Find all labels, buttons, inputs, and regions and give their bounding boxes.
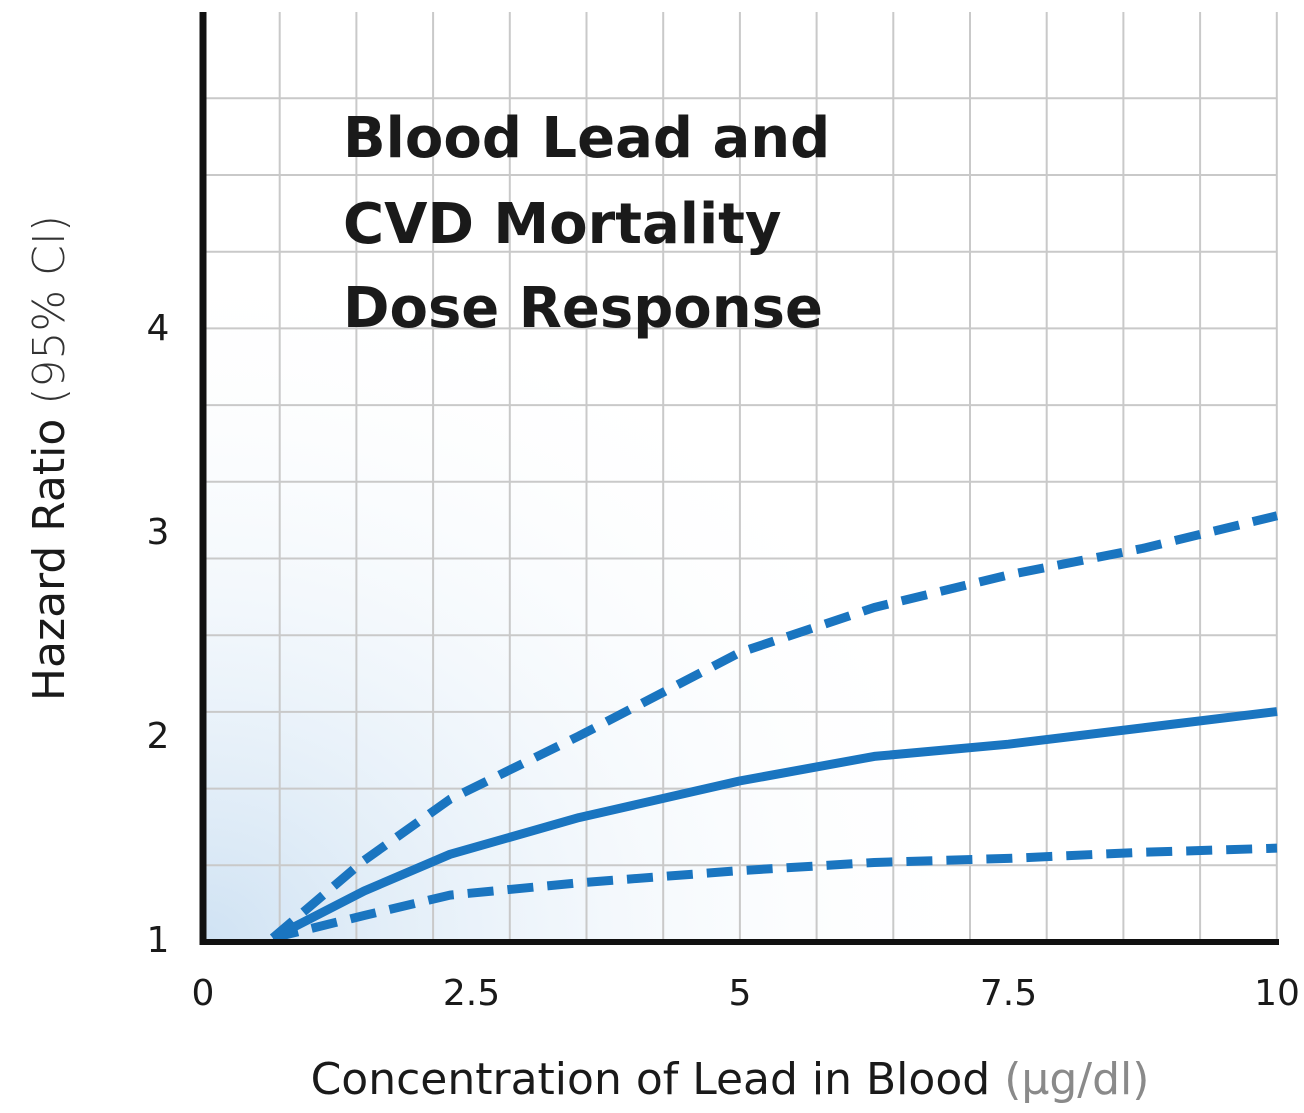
y-tick-label: 3	[147, 512, 170, 553]
y-axis-label: Hazard Ratio (95% CI)	[24, 215, 75, 701]
y-axis-unit: (95% CI)	[24, 215, 75, 405]
ci-line	[269, 511, 1279, 942]
estimate-line	[270, 707, 1278, 942]
y-tick-label: 2	[147, 716, 170, 757]
x-axis-label: Concentration of Lead in Blood (µg/dl)	[311, 1054, 1150, 1105]
x-tick-label: 7.5	[980, 973, 1037, 1014]
y-axis-title: Hazard Ratio	[24, 419, 75, 701]
lines	[269, 511, 1279, 943]
y-tick-label: 4	[147, 308, 170, 349]
x-axis-title: Concentration of Lead in Blood	[311, 1054, 991, 1105]
y-tick-label: 1	[147, 920, 170, 961]
x-tick-label: 10	[1254, 973, 1300, 1014]
ci-line	[271, 843, 1278, 943]
x-axis-unit: (µg/dl)	[1004, 1054, 1149, 1105]
x-tick-label: 5	[729, 973, 752, 1014]
chart-title: CVD Mortality	[343, 192, 781, 257]
chart-title: Dose Response	[343, 276, 823, 341]
chart-title: Blood Lead and	[343, 106, 830, 171]
x-tick-label: 0	[192, 973, 215, 1014]
x-tick-label: 2.5	[443, 973, 500, 1014]
